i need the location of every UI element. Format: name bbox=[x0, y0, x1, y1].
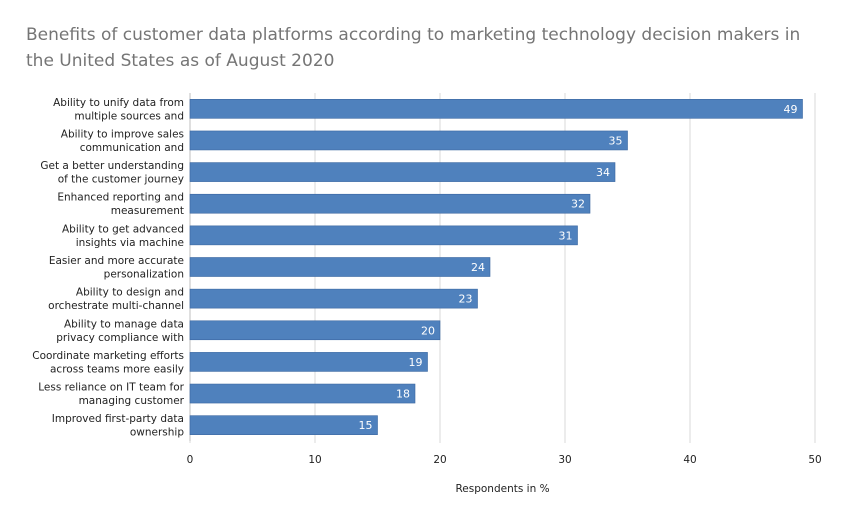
category-label: Improved first-party data ownership bbox=[52, 413, 185, 439]
category-label-line: Ability to get advanced bbox=[62, 223, 184, 235]
category-label-line: Coordinate marketing efforts bbox=[32, 350, 184, 362]
bar bbox=[189, 225, 578, 246]
x-tick-label: 50 bbox=[808, 454, 821, 466]
bar bbox=[189, 162, 616, 182]
bar bbox=[189, 383, 416, 404]
category-label-line: insights via machine bbox=[76, 237, 184, 249]
bar-value-label: 35 bbox=[609, 134, 623, 147]
bar-value-label: 18 bbox=[396, 388, 410, 401]
category-label-line: Improved first-party data bbox=[52, 413, 184, 425]
category-label-line: managing customer bbox=[79, 395, 185, 407]
category-label-line: privacy compliance with bbox=[56, 332, 184, 344]
category-label: Easier and more accurate personalization bbox=[49, 255, 184, 281]
bar-value-label: 19 bbox=[409, 356, 423, 369]
category-label: Ability to design and orchestrate multi-c… bbox=[48, 287, 184, 313]
bar-value-label: 20 bbox=[421, 324, 435, 337]
bar-value-label: 31 bbox=[559, 229, 573, 242]
x-tick-label: 20 bbox=[433, 454, 446, 466]
category-label: Ability to get advanced insights via mach… bbox=[62, 223, 184, 249]
category-label-line: Less reliance on IT team for bbox=[38, 382, 184, 394]
category-label: Ability to unify data from multiple sourc… bbox=[53, 97, 184, 123]
bar-value-label: 15 bbox=[359, 419, 373, 432]
category-label-line: of the customer journey bbox=[58, 174, 184, 186]
bar bbox=[189, 99, 803, 119]
category-label-line: Ability to unify data from bbox=[53, 97, 184, 109]
x-tick-label: 0 bbox=[187, 454, 194, 466]
x-axis-title: Respondents in % bbox=[455, 483, 549, 495]
category-label-line: Get a better understanding bbox=[40, 160, 184, 172]
category-label-line: Ability to design and bbox=[76, 287, 184, 299]
bar-value-label: 32 bbox=[571, 198, 585, 211]
bar bbox=[189, 193, 591, 214]
x-tick-label: 30 bbox=[558, 454, 571, 466]
category-label: Ability to manage data privacy compliance… bbox=[56, 318, 184, 344]
x-tick-label: 40 bbox=[683, 454, 696, 466]
category-label: Enhanced reporting and measurement bbox=[57, 192, 184, 218]
bar bbox=[189, 257, 491, 277]
category-label-line: personalization bbox=[104, 269, 184, 281]
category-label-line: Easier and more accurate bbox=[49, 255, 184, 267]
bar-value-label: 34 bbox=[596, 166, 610, 179]
category-label: Coordinate marketing efforts across teams… bbox=[32, 350, 184, 376]
category-label-line: Ability to manage data bbox=[64, 318, 184, 330]
bar-value-label: 23 bbox=[459, 293, 473, 306]
bar bbox=[189, 320, 441, 341]
bar bbox=[189, 130, 628, 151]
bar-value-label: 24 bbox=[471, 261, 485, 274]
category-label-line: Enhanced reporting and bbox=[57, 192, 184, 204]
category-label-line: orchestrate multi-channel bbox=[48, 300, 184, 312]
category-label-line: across teams more easily bbox=[50, 363, 184, 375]
chart-title: Benefits of customer data platforms acco… bbox=[26, 25, 801, 71]
bar-value-label: 49 bbox=[784, 103, 798, 116]
category-label: Less reliance on IT team for managing cus… bbox=[38, 382, 184, 408]
bar bbox=[189, 415, 378, 435]
category-label: Get a better understanding of the custome… bbox=[40, 160, 184, 186]
category-label-line: ownership bbox=[130, 427, 184, 439]
category-label: Ability to improve sales communication an… bbox=[61, 128, 184, 154]
category-label-line: measurement bbox=[111, 205, 184, 217]
category-label-line: communication and bbox=[80, 142, 184, 154]
x-tick-label: 10 bbox=[308, 454, 321, 466]
category-label-line: Ability to improve sales bbox=[61, 128, 184, 140]
bar bbox=[189, 288, 478, 309]
category-label-line: multiple sources and bbox=[74, 110, 184, 122]
bar bbox=[189, 352, 428, 372]
